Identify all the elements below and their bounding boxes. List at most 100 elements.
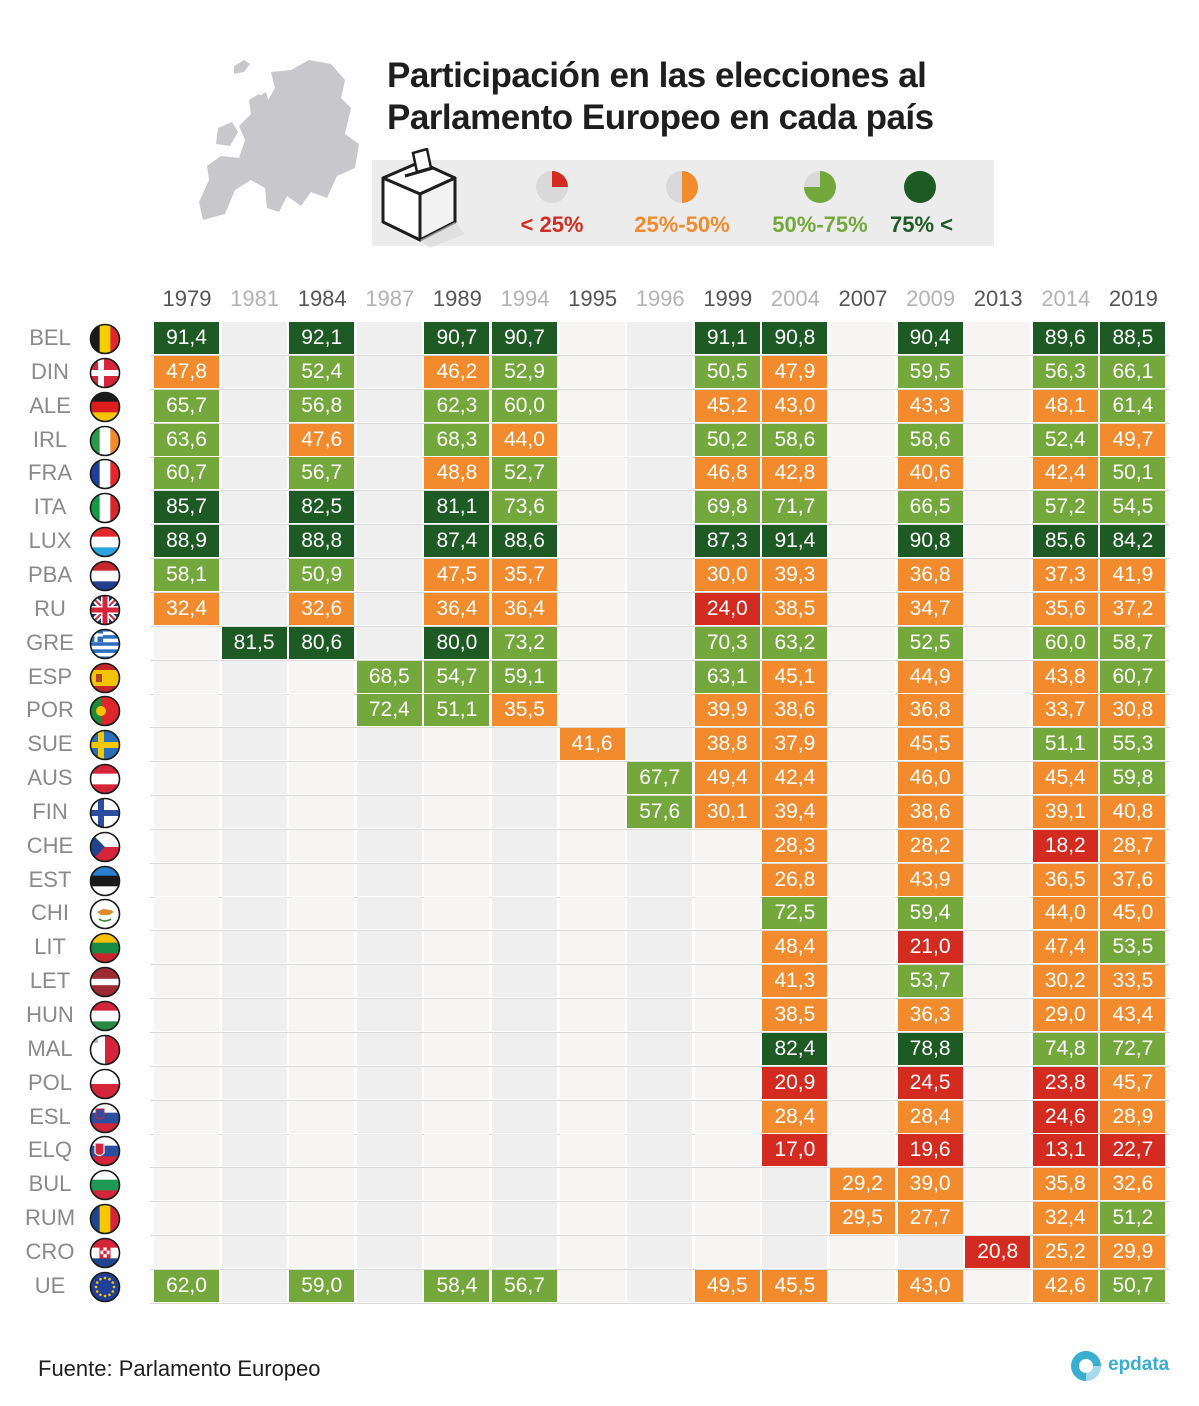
value-cell: 48,8: [424, 457, 490, 490]
empty-cell: [694, 1134, 760, 1167]
value-cell: 52,5: [897, 626, 963, 659]
empty-cell: [559, 1066, 625, 1099]
empty-cell: [830, 829, 895, 862]
empty-cell: [424, 1202, 490, 1235]
empty-cell: [356, 322, 422, 354]
value-cell: 50,5: [694, 355, 760, 388]
empty-cell: [356, 491, 422, 524]
empty-cell: [492, 762, 557, 795]
empty-cell: [221, 355, 287, 388]
belgium-flag-icon: [89, 323, 121, 355]
empty-cell: [627, 1235, 693, 1268]
value-cell: 38,5: [762, 999, 828, 1031]
value-cell: 43,8: [1032, 660, 1098, 693]
value-cell: 18,2: [1032, 829, 1098, 862]
legend-item-high: 75% <: [890, 170, 953, 238]
value-cell: 48,4: [762, 931, 828, 964]
row-divider: [150, 1302, 1170, 1304]
value-cell: 30,8: [1100, 694, 1166, 727]
value-cell: 35,8: [1032, 1168, 1098, 1201]
value-cell: 91,1: [694, 322, 760, 354]
empty-cell: [492, 1100, 557, 1133]
empty-cell: [965, 626, 1031, 659]
empty-cell: [356, 389, 422, 422]
row-divider: [150, 1065, 1170, 1067]
empty-cell: [965, 558, 1031, 591]
country-label: LIT: [34, 934, 66, 960]
country-label: ALE: [29, 392, 71, 418]
empty-cell: [559, 423, 625, 456]
empty-cell: [154, 897, 219, 930]
value-cell: 35,6: [1032, 592, 1098, 625]
value-cell: 34,7: [897, 592, 963, 625]
country-label: CHI: [31, 900, 69, 926]
row-divider: [150, 355, 1170, 356]
row-divider: [150, 1268, 1170, 1270]
empty-cell: [627, 389, 693, 422]
value-cell: 29,2: [830, 1168, 895, 1201]
france-flag-icon: [89, 459, 121, 490]
value-cell: 46,8: [694, 457, 760, 490]
empty-cell: [830, 694, 895, 727]
empty-cell: [154, 626, 219, 659]
empty-cell: [289, 1066, 355, 1099]
empty-cell: [965, 457, 1031, 490]
value-cell: 63,6: [154, 423, 219, 456]
empty-cell: [830, 355, 895, 388]
italy-flag-icon: [89, 492, 121, 524]
empty-cell: [221, 931, 287, 964]
empty-cell: [965, 1168, 1031, 1201]
value-cell: 56,7: [289, 457, 355, 490]
value-cell: 39,4: [762, 795, 828, 828]
empty-cell: [627, 626, 693, 659]
year-header-1979: 1979: [162, 286, 212, 311]
empty-cell: [356, 795, 422, 828]
value-cell: 56,7: [492, 1269, 557, 1302]
empty-cell: [154, 1134, 219, 1167]
empty-cell: [627, 1202, 693, 1235]
empty-cell: [559, 694, 625, 727]
empty-cell: [154, 1168, 219, 1201]
value-cell: 60,7: [1100, 660, 1166, 693]
empty-cell: [559, 322, 625, 354]
empty-cell: [154, 795, 219, 828]
value-cell: 73,2: [492, 626, 557, 659]
value-cell: 40,8: [1100, 795, 1166, 828]
empty-cell: [492, 1134, 557, 1167]
value-cell: 36,4: [424, 592, 490, 625]
empty-cell: [289, 999, 355, 1031]
value-cell: 56,3: [1032, 355, 1098, 388]
value-cell: 74,8: [1032, 1032, 1098, 1065]
value-cell: 50,1: [1100, 457, 1166, 490]
netherlands-flag-icon: [89, 560, 121, 592]
empty-cell: [830, 863, 895, 896]
value-cell: 20,8: [965, 1235, 1031, 1268]
empty-cell: [559, 457, 625, 490]
value-cell: 24,6: [1032, 1100, 1098, 1133]
empty-cell: [356, 1269, 422, 1302]
value-cell: 52,4: [289, 355, 355, 388]
value-cell: 37,9: [762, 728, 828, 761]
value-cell: 30,1: [694, 795, 760, 828]
country-label: ELQ: [27, 1137, 73, 1163]
value-cell: 45,0: [1100, 897, 1166, 930]
empty-cell: [424, 1235, 490, 1268]
value-cell: 46,2: [424, 355, 490, 388]
country-label: CRO: [25, 1238, 75, 1264]
value-cell: 40,6: [897, 457, 963, 490]
empty-cell: [694, 1100, 760, 1133]
year-header-2009: 2009: [906, 286, 956, 311]
value-cell: 27,7: [897, 1202, 963, 1235]
empty-cell: [154, 1032, 219, 1065]
value-cell: 21,0: [897, 931, 963, 964]
value-cell: 45,7: [1100, 1066, 1166, 1099]
value-cell: 51,1: [1032, 728, 1098, 761]
value-cell: 20,9: [762, 1066, 828, 1099]
year-header-1981: 1981: [230, 286, 280, 311]
year-header-1994: 1994: [500, 286, 550, 311]
empty-cell: [356, 897, 422, 930]
empty-cell: [965, 355, 1031, 388]
empty-cell: [830, 795, 895, 828]
value-cell: 47,6: [289, 423, 355, 456]
empty-cell: [356, 1134, 422, 1167]
